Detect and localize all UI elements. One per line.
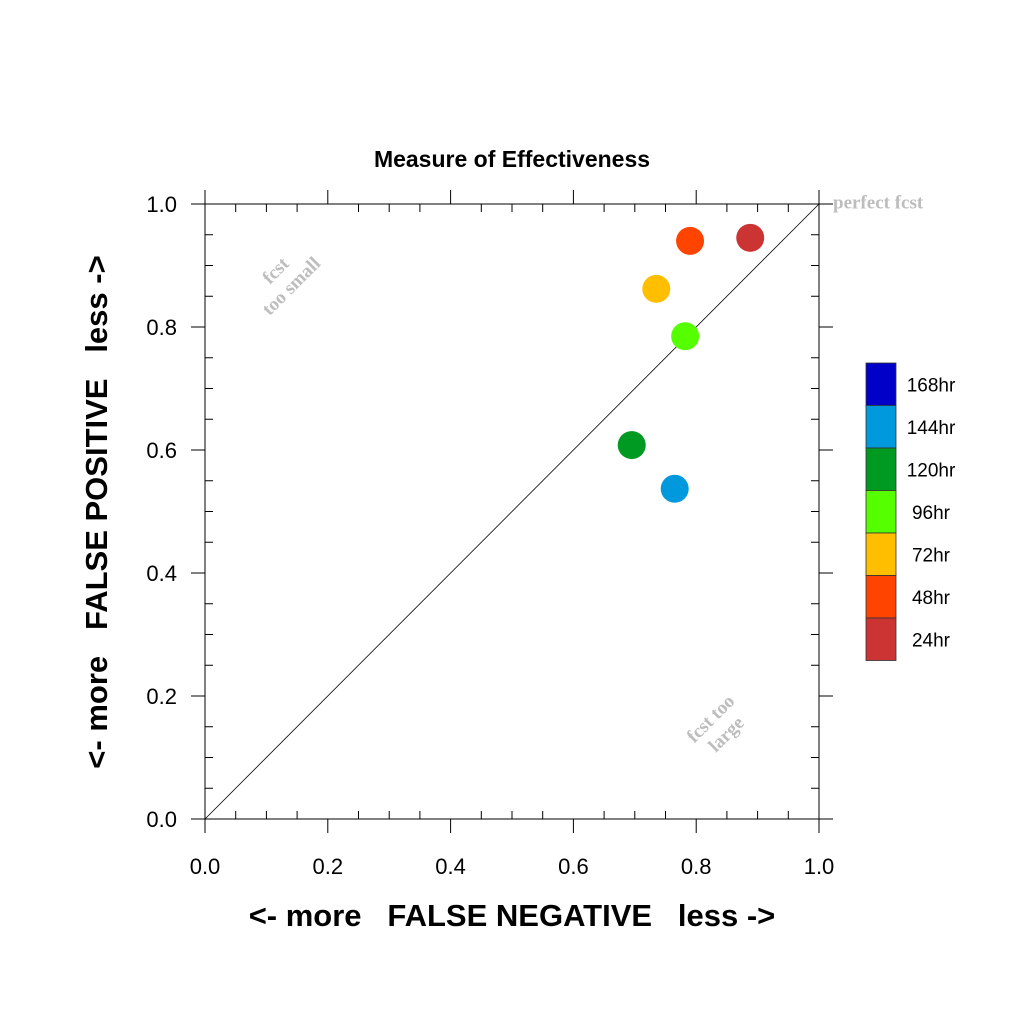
y-tick-labels: 0.0 0.2 0.4 0.6 0.8 1.0 xyxy=(146,192,177,832)
perfect-forecast-annotation: perfect fcst xyxy=(833,192,924,213)
y-tick-label: 0.0 xyxy=(146,807,177,832)
legend-label-72hr: 72hr xyxy=(912,545,951,566)
legend-swatch-144hr xyxy=(865,405,897,449)
legend-swatch-96hr xyxy=(865,490,897,534)
legend-label-96hr: 96hr xyxy=(912,503,951,524)
point-96hr xyxy=(671,322,700,351)
minor-ticks xyxy=(205,204,819,819)
point-72hr xyxy=(642,274,671,303)
point-120hr xyxy=(617,431,646,460)
legend-label-120hr: 120hr xyxy=(907,460,956,481)
y-tick-label: 0.4 xyxy=(146,561,177,586)
y-axis-label: <- more FALSE POSITIVE less -> xyxy=(79,255,114,768)
legend-label-48hr: 48hr xyxy=(912,588,951,609)
x-tick-label: 0.0 xyxy=(190,854,221,879)
legend-label-168hr: 168hr xyxy=(907,375,956,396)
too-large-annotation: fcst too large xyxy=(683,691,749,757)
x-tick-label: 0.6 xyxy=(558,854,589,879)
y-tick-label: 1.0 xyxy=(146,192,177,217)
x-tick-label: 0.2 xyxy=(313,854,344,879)
chart-title: Measure of Effectiveness xyxy=(374,146,650,172)
point-48hr xyxy=(676,226,705,255)
legend-swatch-24hr xyxy=(865,617,897,661)
y-tick-label: 0.6 xyxy=(146,438,177,463)
major-ticks xyxy=(191,190,833,833)
legend-swatch-48hr xyxy=(865,575,897,619)
x-tick-label: 0.8 xyxy=(681,854,712,879)
y-tick-label: 0.2 xyxy=(146,684,177,709)
point-24hr xyxy=(736,223,765,252)
x-tick-label: 1.0 xyxy=(804,854,835,879)
y-tick-label: 0.8 xyxy=(146,315,177,340)
legend-swatch-72hr xyxy=(865,532,897,576)
too-small-annotation: fcst too small xyxy=(258,253,325,320)
legend: 168hr 144hr 120hr 96hr 72hr 48hr 24hr xyxy=(865,362,956,661)
x-tick-label: 0.4 xyxy=(435,854,466,879)
legend-label-24hr: 24hr xyxy=(912,630,951,651)
plot-area xyxy=(191,190,833,833)
legend-swatch-168hr xyxy=(865,362,897,406)
point-144hr xyxy=(660,474,689,503)
legend-label-144hr: 144hr xyxy=(907,418,956,439)
legend-swatch-120hr xyxy=(865,447,897,491)
x-axis-label: <- more FALSE NEGATIVE less -> xyxy=(249,898,776,933)
diagonal-reference-line xyxy=(204,203,820,820)
x-tick-labels: 0.0 0.2 0.4 0.6 0.8 1.0 xyxy=(190,854,835,879)
data-points xyxy=(617,223,765,503)
